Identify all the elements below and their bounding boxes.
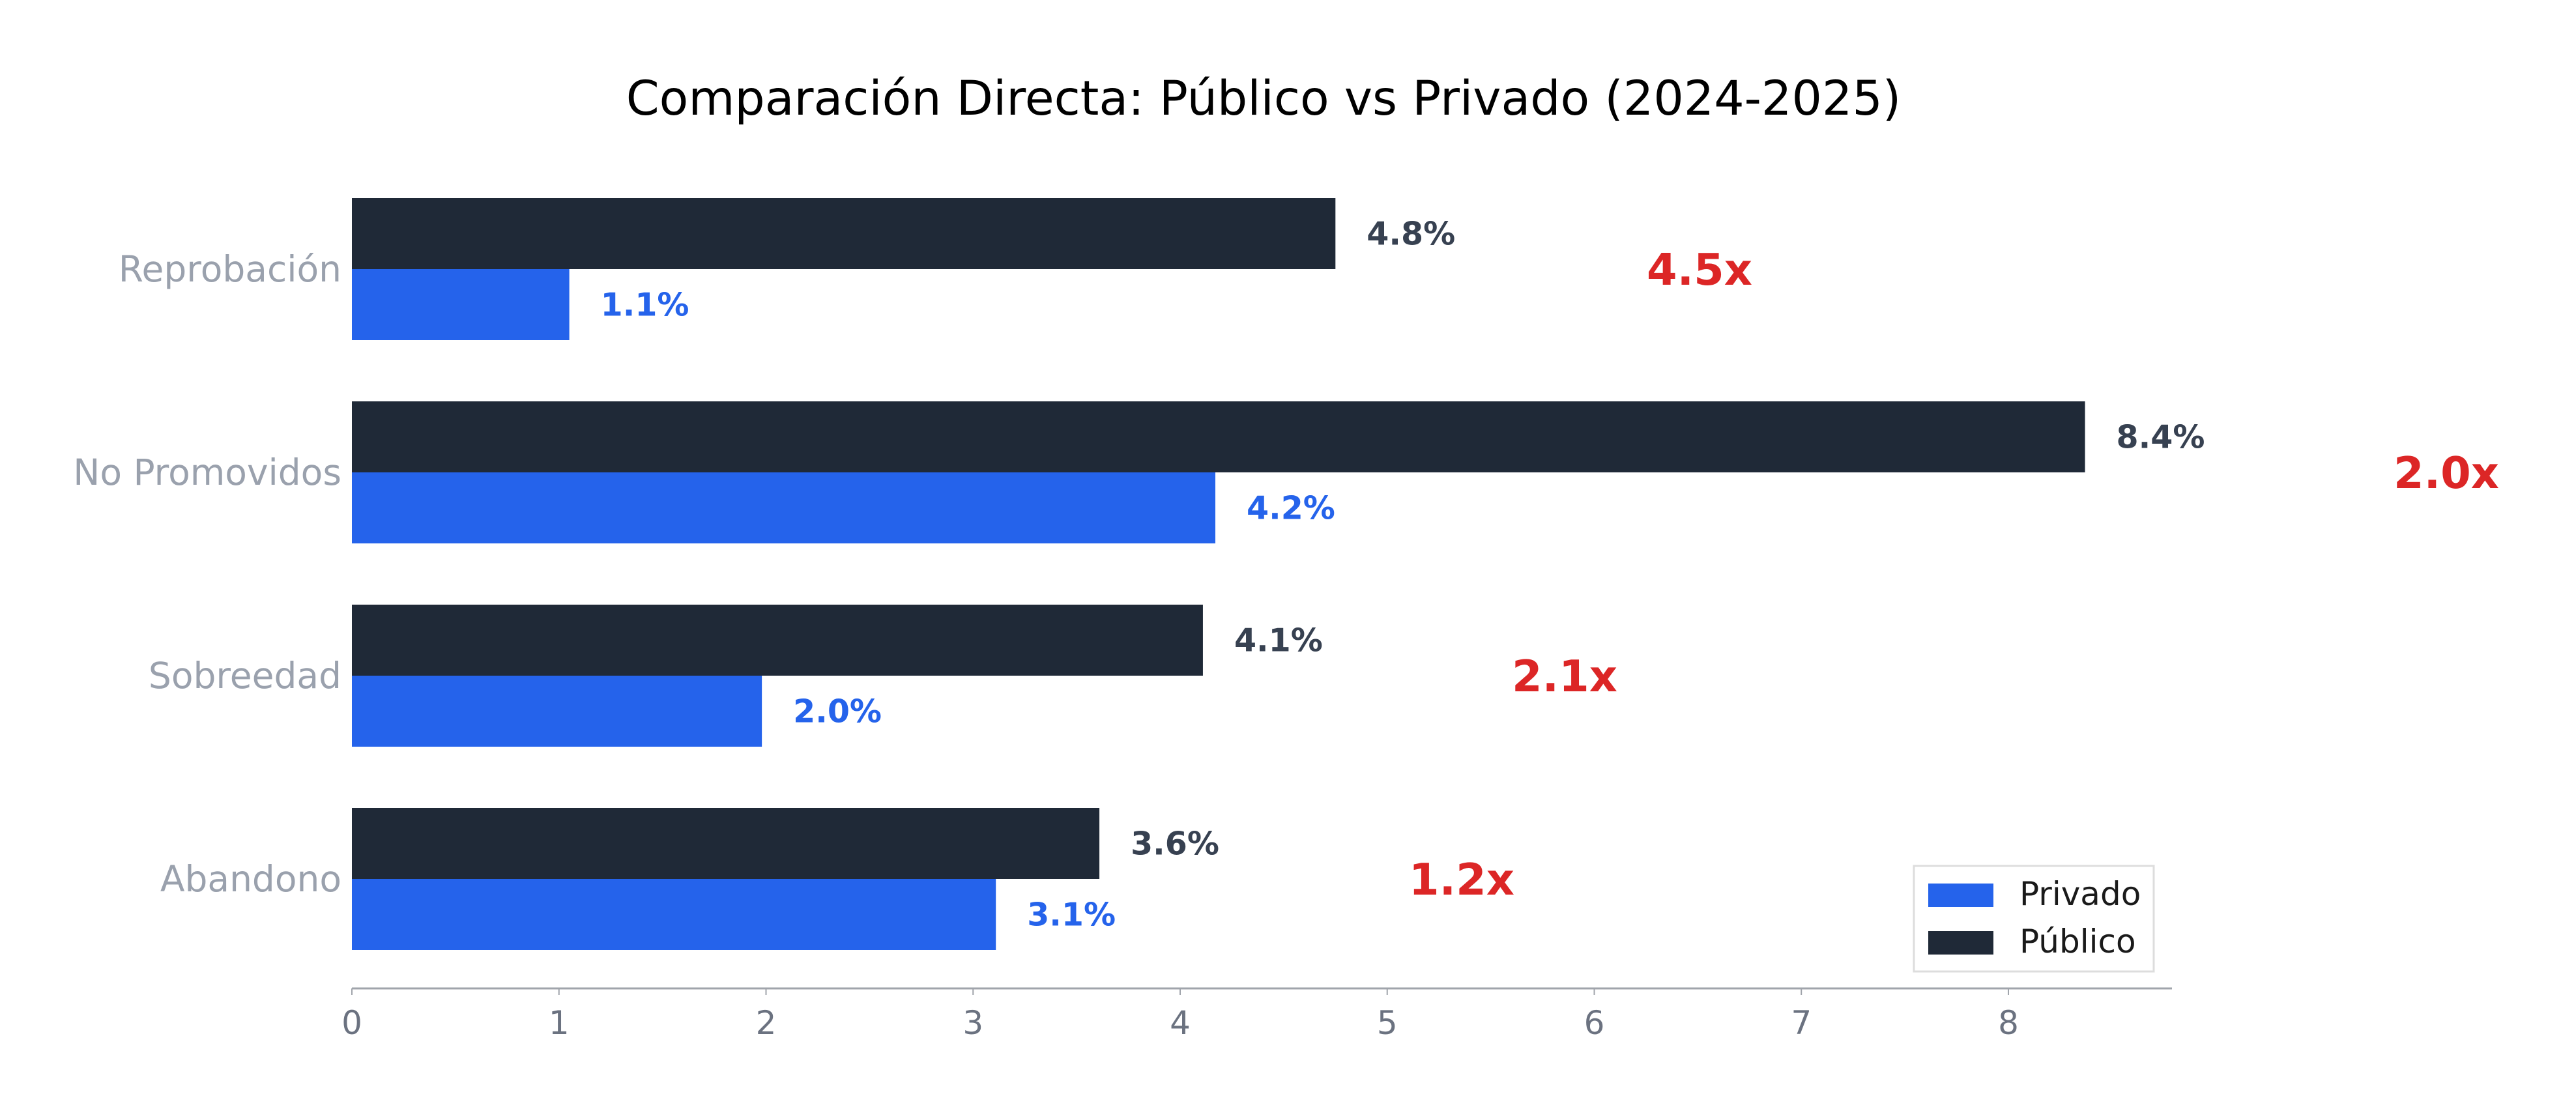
category-label: Abandono [160, 858, 341, 900]
bar-publico [352, 808, 1100, 879]
ratio-annotation: 2.1x [1512, 651, 1617, 702]
data-label-publico: 3.6% [1131, 826, 1219, 863]
x-tick-label: 4 [1170, 1004, 1191, 1042]
x-tick-label: 3 [962, 1004, 983, 1042]
ratio-annotation: 2.0x [2394, 448, 2499, 498]
x-tick-label: 8 [1998, 1004, 2019, 1042]
bar-publico [352, 605, 1203, 676]
bar-publico [352, 198, 1336, 269]
x-tick-label: 1 [549, 1004, 570, 1042]
category-label: Reprobación [119, 248, 341, 290]
category-label: No Promovidos [73, 452, 341, 493]
legend-label: Público [2019, 923, 2136, 960]
legend-label: Privado [2019, 875, 2141, 913]
data-label-privado: 4.2% [1247, 490, 1335, 527]
x-tick-label: 2 [756, 1004, 777, 1042]
bars-layer [352, 198, 2085, 950]
data-label-publico: 4.1% [1234, 622, 1323, 659]
data-label-publico: 8.4% [2117, 419, 2205, 456]
data-label-privado: 3.1% [1027, 897, 1116, 934]
legend-swatch [1928, 931, 1993, 955]
data-label-privado: 1.1% [601, 287, 689, 324]
labels-layer: Reprobación 4.8% 1.1% 4.5x No Promovidos 8.4%… [73, 216, 2499, 934]
legend-swatch [1928, 884, 1993, 907]
x-tick-label: 7 [1791, 1004, 1812, 1042]
x-axis: 0 1 2 3 4 5 6 7 8 [341, 987, 2172, 1042]
category-label: Sobreedad [149, 655, 341, 697]
bar-privado [352, 269, 570, 340]
bar-privado [352, 879, 996, 950]
chart-title: Comparación Directa: Público vs Privado … [626, 71, 1902, 126]
bar-publico [352, 401, 2085, 472]
bar-privado [352, 676, 762, 747]
ratio-annotation: 4.5x [1647, 244, 1752, 295]
data-label-publico: 4.8% [1367, 216, 1455, 253]
legend: Privado Público [1913, 865, 2155, 973]
bar-privado [352, 472, 1216, 543]
x-tick-label: 6 [1584, 1004, 1605, 1042]
data-label-privado: 2.0% [793, 693, 882, 730]
ratio-annotation: 1.2x [1409, 854, 1514, 905]
x-tick-label: 0 [341, 1004, 362, 1042]
x-tick-label: 5 [1377, 1004, 1398, 1042]
